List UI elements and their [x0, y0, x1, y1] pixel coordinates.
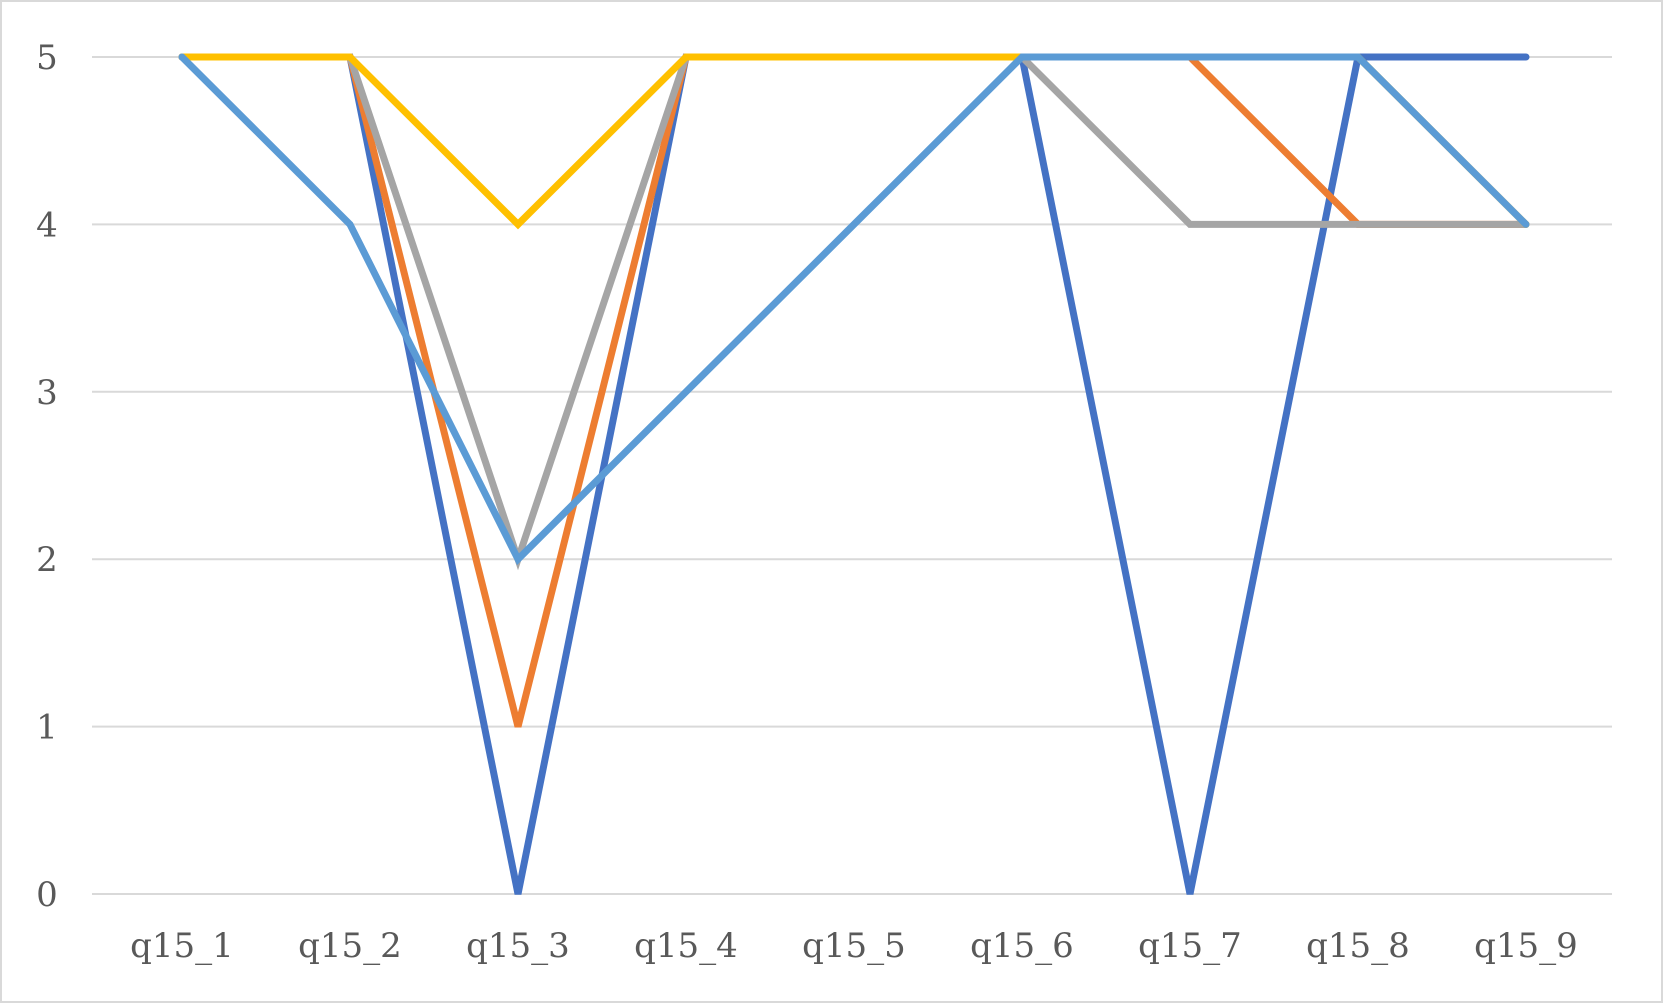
- x-tick-label: q15_5: [802, 926, 906, 966]
- y-tick-label: 1: [36, 708, 58, 748]
- x-tick-label: q15_8: [1306, 926, 1410, 966]
- x-tick-label: q15_9: [1474, 926, 1578, 966]
- y-tick-label: 4: [36, 205, 58, 245]
- y-tick-label: 5: [36, 38, 58, 78]
- series-line-5: [178, 53, 1530, 566]
- x-tick-label: q15_1: [130, 926, 234, 966]
- series-lines: [178, 53, 1530, 895]
- x-tick-label: q15_4: [634, 926, 738, 966]
- y-tick-label: 2: [36, 540, 58, 580]
- x-tick-label: q15_6: [970, 926, 1074, 966]
- y-tick-label: 3: [36, 373, 58, 413]
- y-tick-label: 0: [36, 875, 58, 915]
- series-line-3: [178, 53, 1530, 571]
- x-axis-tick-labels: q15_1 q15_2 q15_3 q15_4 q15_5 q15_6 q15_7 q15_8…: [130, 926, 1578, 966]
- y-axis-tick-labels: 0 1 2 3 4 5: [36, 38, 58, 915]
- x-tick-label: q15_7: [1138, 926, 1242, 966]
- gridlines: [92, 56, 1612, 895]
- x-tick-label: q15_3: [466, 926, 570, 966]
- x-tick-label: q15_2: [298, 926, 402, 966]
